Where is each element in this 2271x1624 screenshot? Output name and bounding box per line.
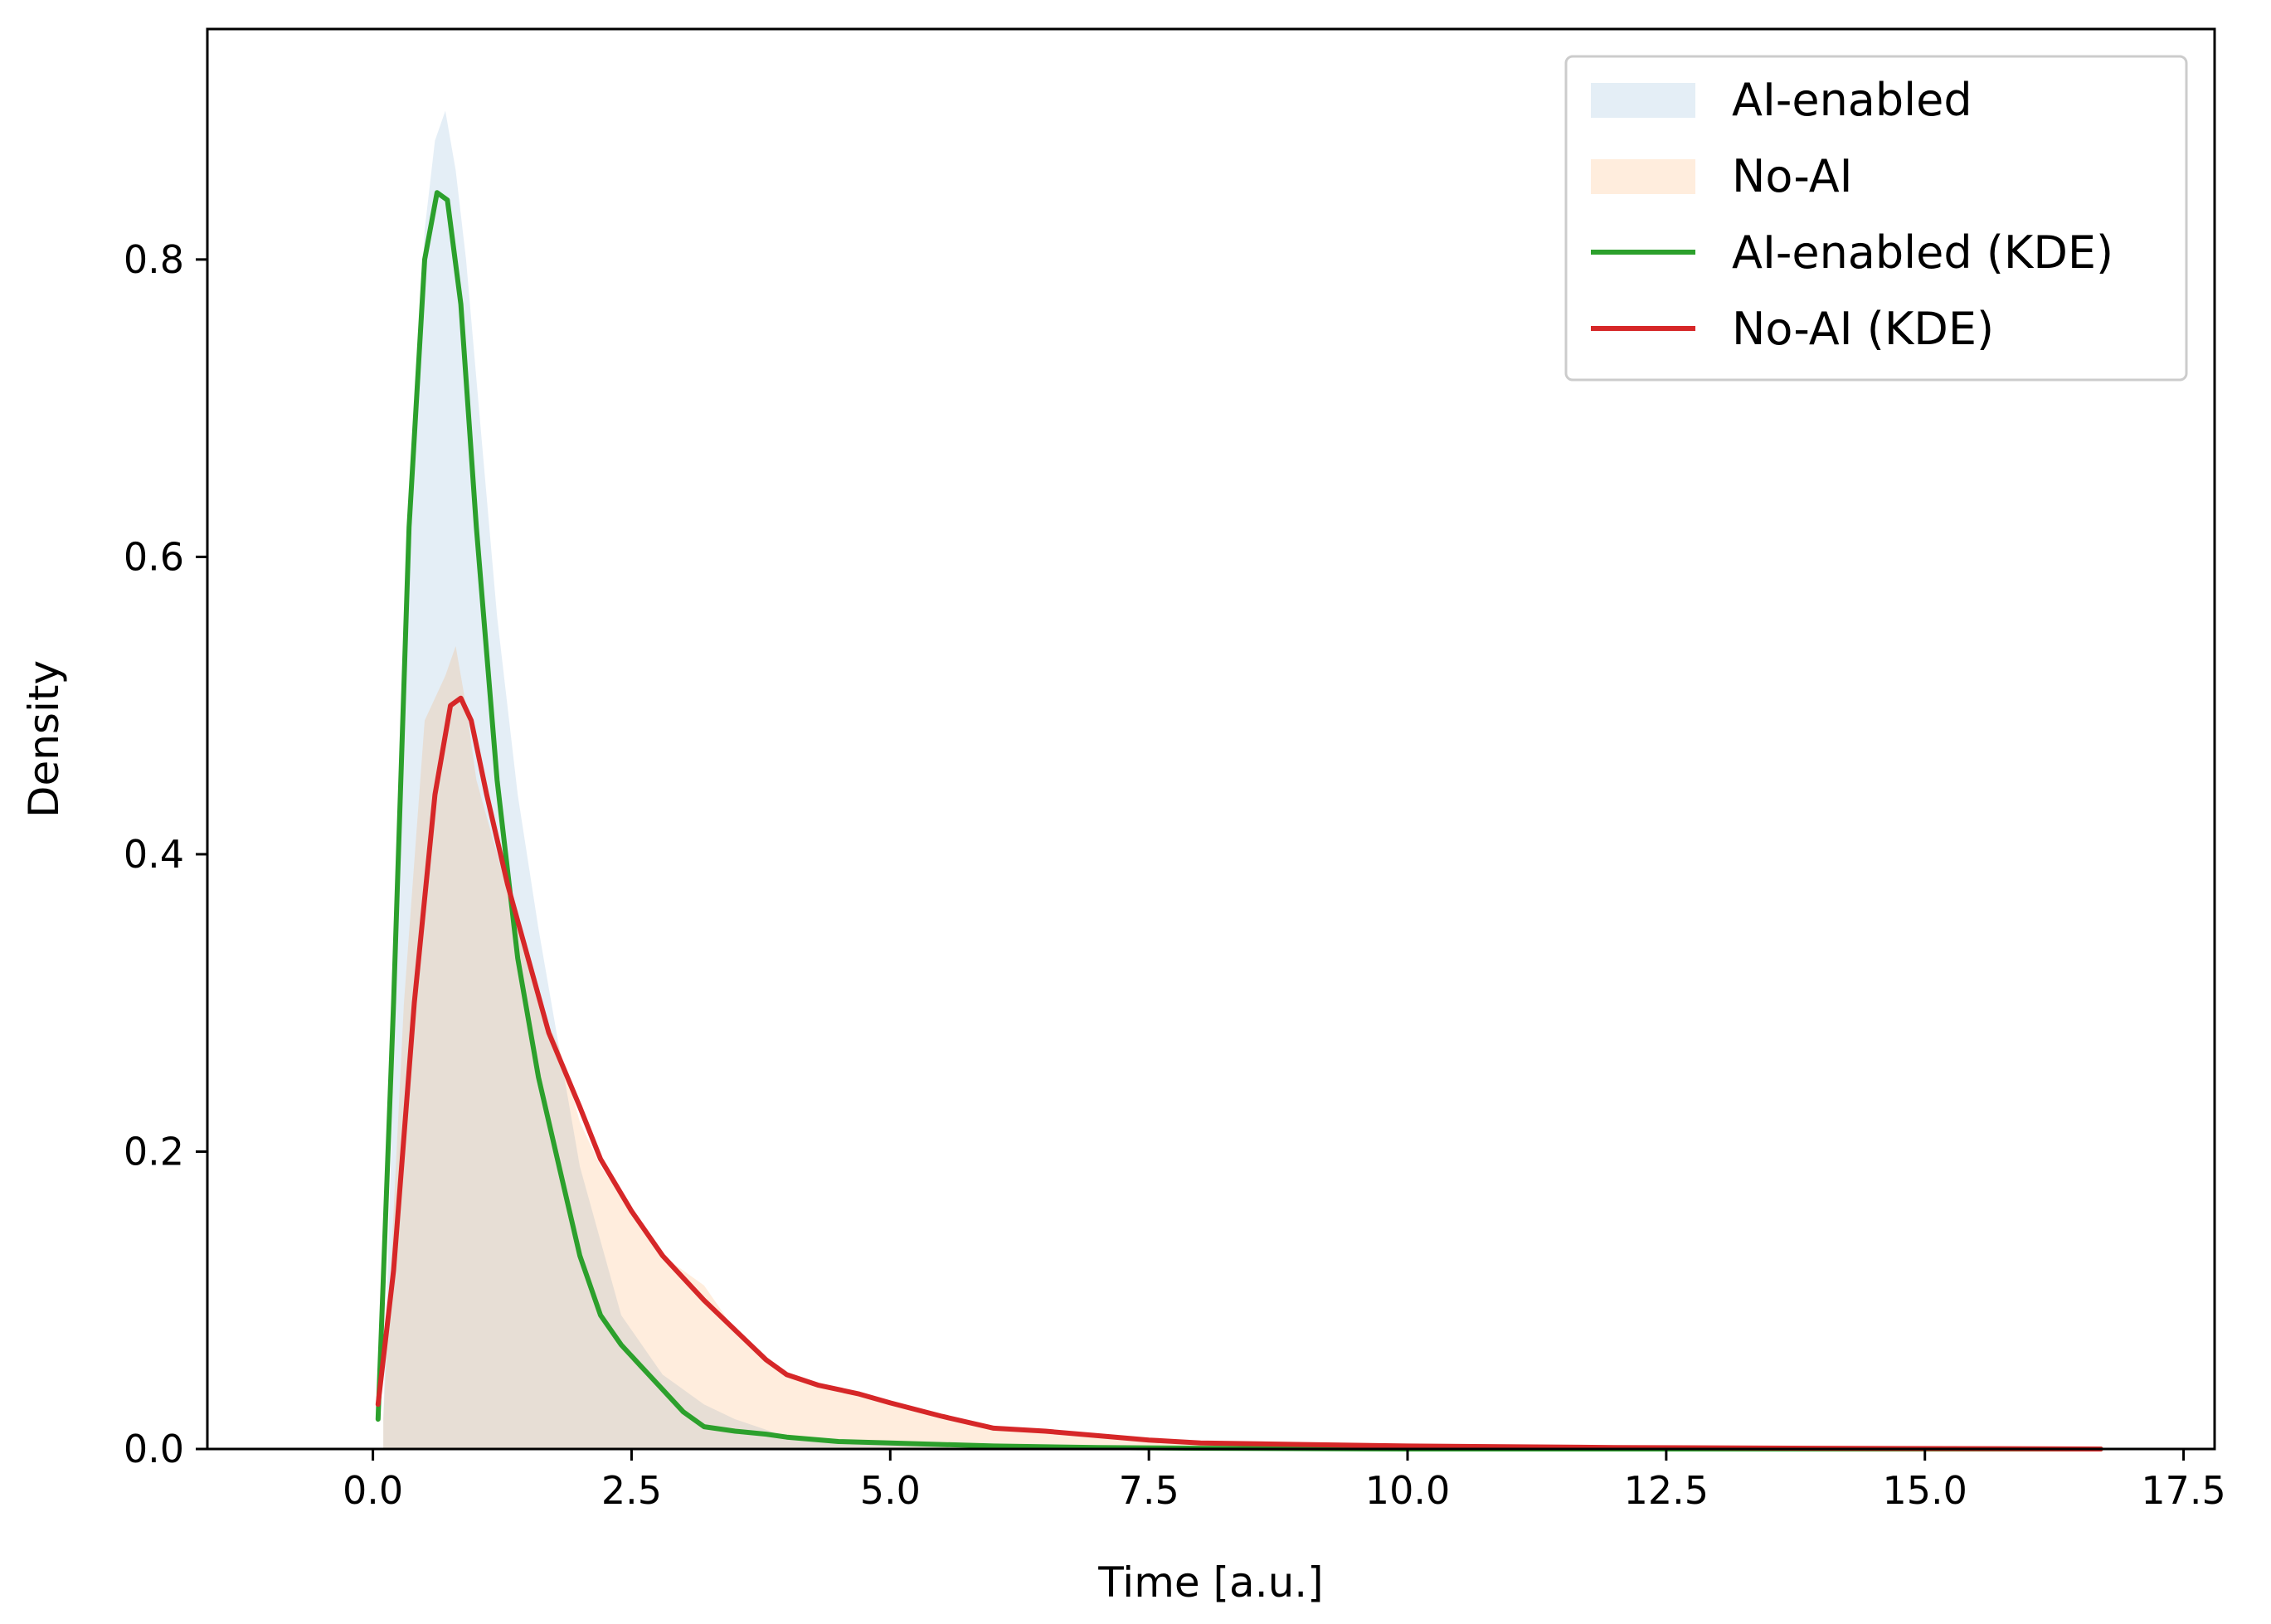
y-tick-label: 0.4: [124, 832, 184, 877]
x-tick-label: 10.0: [1365, 1468, 1450, 1513]
hist-area-ai-enabled: [383, 110, 1201, 1450]
y-tick-label: 0.0: [124, 1427, 184, 1471]
y-tick-label: 0.2: [124, 1129, 184, 1174]
x-axis-label: Time [a.u.]: [1097, 1558, 1323, 1607]
x-tick-label: 0.0: [343, 1468, 403, 1513]
y-tick-label: 0.6: [124, 534, 184, 579]
x-tick-label: 12.5: [1624, 1468, 1709, 1513]
legend-entry-no-ai: No-AI: [1732, 150, 1853, 202]
hist-area-no-ai: [383, 646, 1408, 1449]
kde-line-no-ai: [375, 695, 2103, 1451]
plot-area: [375, 110, 2103, 1451]
legend-box: [1564, 55, 2188, 382]
x-tick-label: 17.5: [2141, 1468, 2225, 1513]
legend-entry-ai-enabled-swatch: [1591, 83, 1695, 118]
x-tick-label: 5.0: [860, 1468, 921, 1513]
legend-entry-no-ai-kde: No-AI (KDE): [1732, 303, 1994, 355]
x-tick-label: 15.0: [1883, 1468, 1967, 1513]
legend-entry-ai-enabled: AI-enabled: [1732, 74, 1972, 126]
x-axis: 0.0 2.5 5.0 7.5 10.0 12.5 15.0 17.5: [343, 1449, 2226, 1513]
y-tick-label: 0.8: [124, 237, 184, 282]
x-tick-label: 7.5: [1119, 1468, 1179, 1513]
x-tick-label: 2.5: [601, 1468, 662, 1513]
y-axis: 0.0 0.2 0.4 0.6 0.8: [124, 237, 207, 1471]
legend: AI-enabled No-AI AI-enabled (KDE) No-AI (KD…: [1564, 55, 2188, 382]
axes-frame: [206, 27, 2216, 1451]
legend-entry-ai-enabled-kde: AI-enabled (KDE): [1732, 226, 2113, 279]
legend-entry-no-ai-swatch: [1591, 159, 1695, 194]
y-axis-label: Density: [20, 660, 68, 818]
kde-line-ai-enabled: [375, 190, 2103, 1451]
